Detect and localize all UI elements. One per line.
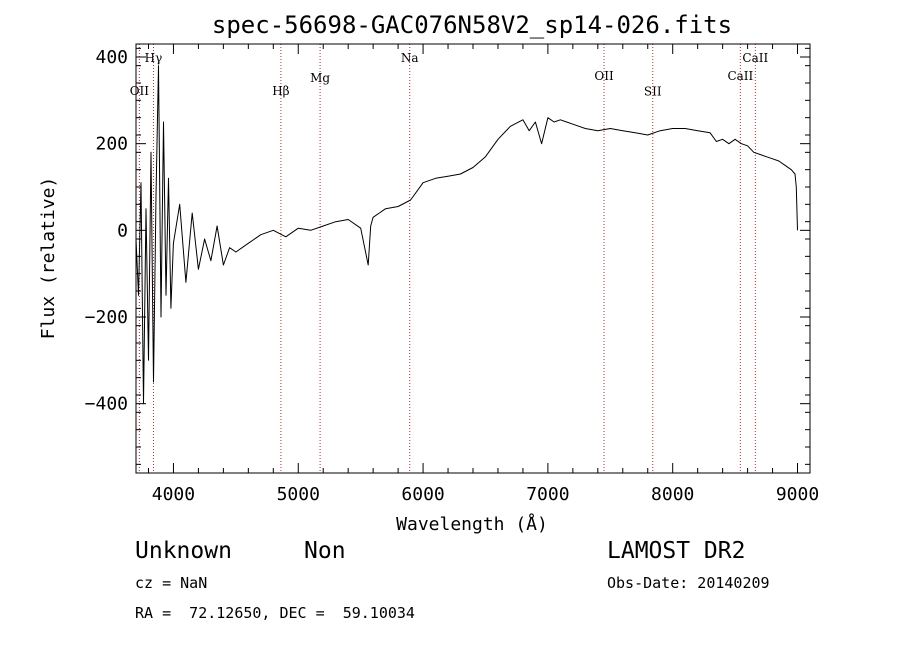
x-tick-label-0: 4000	[152, 484, 195, 505]
marker-label-6: SII	[644, 85, 662, 99]
emission-line-markers: OII Hγ Hβ Mg Na OII SII CaII CaII	[130, 44, 768, 473]
coordinates-text: RA = 72.12650, DEC = 59.10034	[135, 604, 415, 622]
subclass-label: Non	[304, 538, 346, 564]
marker-label-1: Hγ	[145, 51, 163, 65]
axis-ticks: 4000 5000 6000 7000 8000 9000 −400 −200 0 200 400	[85, 44, 819, 505]
y-tick-label-1: −200	[85, 307, 128, 328]
marker-label-4: Na	[401, 51, 419, 65]
x-axis-label: Wavelength (Å)	[396, 513, 548, 535]
x-tick-label-1: 5000	[277, 484, 320, 505]
y-tick-label-3: 200	[95, 134, 128, 155]
y-axis-label: Flux (relative)	[38, 177, 59, 340]
marker-label-5: OII	[594, 69, 614, 83]
marker-label-7: CaII	[727, 69, 753, 83]
redshift-text: cz = NaN	[135, 574, 208, 592]
y-tick-label-2: 0	[117, 220, 128, 241]
x-tick-label-4: 8000	[651, 484, 694, 505]
x-tick-label-2: 6000	[401, 484, 444, 505]
class-label: Unknown	[135, 538, 232, 564]
x-tick-label-3: 7000	[526, 484, 569, 505]
marker-label-0: OII	[130, 84, 150, 98]
spectrum-line-0	[135, 65, 798, 405]
marker-label-8: CaII	[742, 51, 768, 65]
marker-label-3: Mg	[310, 71, 330, 85]
spectrum-series	[135, 65, 798, 405]
survey-label: LAMOST DR2	[607, 538, 746, 564]
x-tick-label-5: 9000	[776, 484, 819, 505]
obs-date-text: Obs-Date: 20140209	[607, 574, 770, 592]
marker-label-2: Hβ	[272, 84, 289, 98]
y-tick-label-4: 400	[95, 47, 128, 68]
plot-frame	[135, 43, 811, 474]
y-tick-label-0: −400	[85, 394, 128, 415]
chart-title: spec-56698-GAC076N58V2_sp14-026.fits	[212, 11, 732, 39]
